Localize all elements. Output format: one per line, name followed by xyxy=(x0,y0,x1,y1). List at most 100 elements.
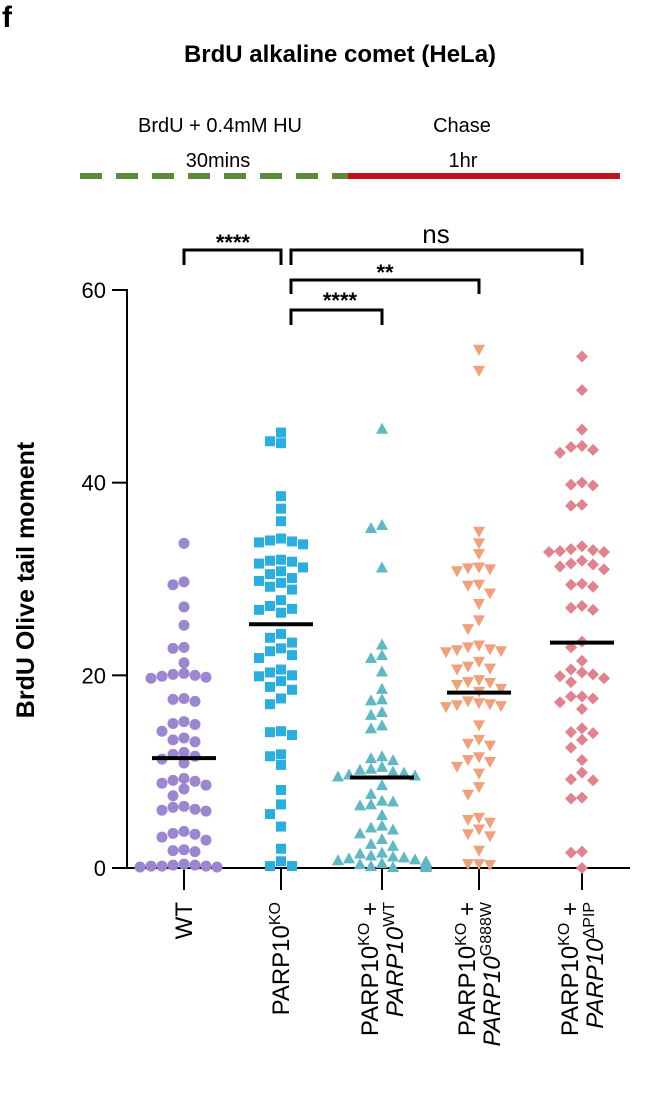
data-point-2-28 xyxy=(376,794,388,806)
data-point-0-56 xyxy=(178,858,190,870)
data-point-3-42 xyxy=(462,755,474,767)
data-point-3-35 xyxy=(451,700,463,712)
data-point-1-44 xyxy=(276,726,286,737)
data-point-4-21 xyxy=(598,563,610,576)
data-point-1-41 xyxy=(287,684,297,695)
data-point-0-43 xyxy=(167,827,179,839)
data-point-3-1 xyxy=(473,365,485,377)
data-point-0-13 xyxy=(145,672,157,684)
data-point-1-55 xyxy=(276,856,286,867)
data-point-0-20 xyxy=(156,725,168,737)
data-point-3-52 xyxy=(462,829,474,841)
data-point-1-19 xyxy=(254,575,264,586)
data-point-0-7 xyxy=(178,657,190,669)
data-point-4-1 xyxy=(576,384,588,397)
data-point-4-14 xyxy=(554,545,566,558)
data-point-3-48 xyxy=(473,812,485,824)
data-point-4-40 xyxy=(587,692,599,705)
data-point-3-23 xyxy=(451,664,463,676)
data-point-3-29 xyxy=(495,683,507,695)
data-point-3-24 xyxy=(484,663,496,675)
bracket-ko-vs-dpip xyxy=(289,248,584,265)
data-point-0-4 xyxy=(178,619,190,631)
data-point-2-33 xyxy=(376,819,388,831)
data-point-4-47 xyxy=(565,741,577,754)
data-point-3-19 xyxy=(451,645,463,657)
data-point-0-23 xyxy=(167,734,179,746)
data-point-3-33 xyxy=(495,701,507,713)
x-tick-label-3-line2: PARP10G888W xyxy=(478,901,506,1046)
data-point-0-32 xyxy=(200,779,212,791)
data-point-0-47 xyxy=(189,846,201,858)
data-point-2-18 xyxy=(376,760,388,772)
data-point-3-49 xyxy=(462,814,474,826)
data-point-0-14 xyxy=(167,693,179,705)
data-point-4-9 xyxy=(587,479,599,492)
data-point-1-22 xyxy=(287,584,297,595)
data-point-3-36 xyxy=(473,698,485,710)
data-point-0-10 xyxy=(200,671,212,683)
data-point-1-4 xyxy=(276,503,286,514)
data-point-3-8 xyxy=(462,563,474,575)
data-point-2-27 xyxy=(365,787,377,799)
x-tick-label-4-line2: PARP10ΔPIP xyxy=(581,902,609,1029)
y-axis-label: BrdU Olive tail moment xyxy=(12,441,40,718)
data-point-2-34 xyxy=(365,821,377,833)
data-point-1-53 xyxy=(276,821,286,832)
data-point-2-42 xyxy=(398,851,410,863)
data-point-2-48 xyxy=(365,860,377,872)
data-point-1-23 xyxy=(276,595,286,606)
data-point-2-4 xyxy=(376,638,388,650)
data-point-0-30 xyxy=(189,775,201,787)
data-point-4-24 xyxy=(587,580,599,593)
data-point-1-39 xyxy=(276,676,286,687)
data-point-3-28 xyxy=(484,678,496,690)
data-point-4-19 xyxy=(587,558,599,571)
data-point-1-29 xyxy=(265,632,275,643)
data-point-4-55 xyxy=(565,846,577,859)
data-point-1-49 xyxy=(276,759,286,770)
data-point-1-28 xyxy=(276,628,286,639)
data-point-0-31 xyxy=(156,777,168,789)
data-point-4-2 xyxy=(576,423,588,436)
data-point-4-51 xyxy=(565,773,577,786)
sig-label-ko-vs-wt-rescue: **** xyxy=(323,288,358,313)
data-point-4-15 xyxy=(598,546,610,559)
data-point-2-12 xyxy=(365,708,377,720)
data-point-2-14 xyxy=(365,722,377,734)
data-point-0-21 xyxy=(178,732,190,744)
data-point-1-46 xyxy=(265,727,275,738)
data-point-3-18 xyxy=(440,647,452,659)
data-point-1-8 xyxy=(265,535,275,546)
data-point-0-3 xyxy=(178,601,190,613)
data-point-3-10 xyxy=(462,580,474,592)
data-point-0-19 xyxy=(167,718,179,729)
sig-label-ko-vs-g888w: ** xyxy=(376,260,394,285)
data-point-3-2 xyxy=(473,526,485,538)
data-point-2-26 xyxy=(376,779,388,791)
data-point-2-32 xyxy=(376,809,388,821)
data-point-1-27 xyxy=(254,604,264,615)
data-point-3-32 xyxy=(484,699,496,711)
data-point-0-42 xyxy=(189,828,201,840)
data-point-0-46 xyxy=(178,844,190,856)
data-point-1-52 xyxy=(265,809,275,820)
data-point-1-17 xyxy=(265,569,275,580)
data-point-2-41 xyxy=(365,849,377,861)
data-point-2-39 xyxy=(387,839,399,851)
data-point-4-13 xyxy=(587,544,599,557)
data-point-1-56 xyxy=(265,861,275,872)
data-point-4-32 xyxy=(565,663,577,676)
data-point-2-9 xyxy=(376,693,388,705)
data-point-0-52 xyxy=(200,860,212,872)
data-point-4-28 xyxy=(587,603,599,616)
pulse-label: BrdU + 0.4mM HU xyxy=(138,115,302,137)
data-point-2-55 xyxy=(332,854,344,866)
data-point-2-57 xyxy=(387,850,399,862)
significance-brackets: **** ns ** **** xyxy=(182,219,584,325)
data-point-3-46 xyxy=(473,782,485,794)
panel-label: f xyxy=(2,1,13,34)
data-point-4-23 xyxy=(576,577,588,590)
data-point-4-52 xyxy=(565,792,577,805)
data-point-4-6 xyxy=(565,441,577,454)
